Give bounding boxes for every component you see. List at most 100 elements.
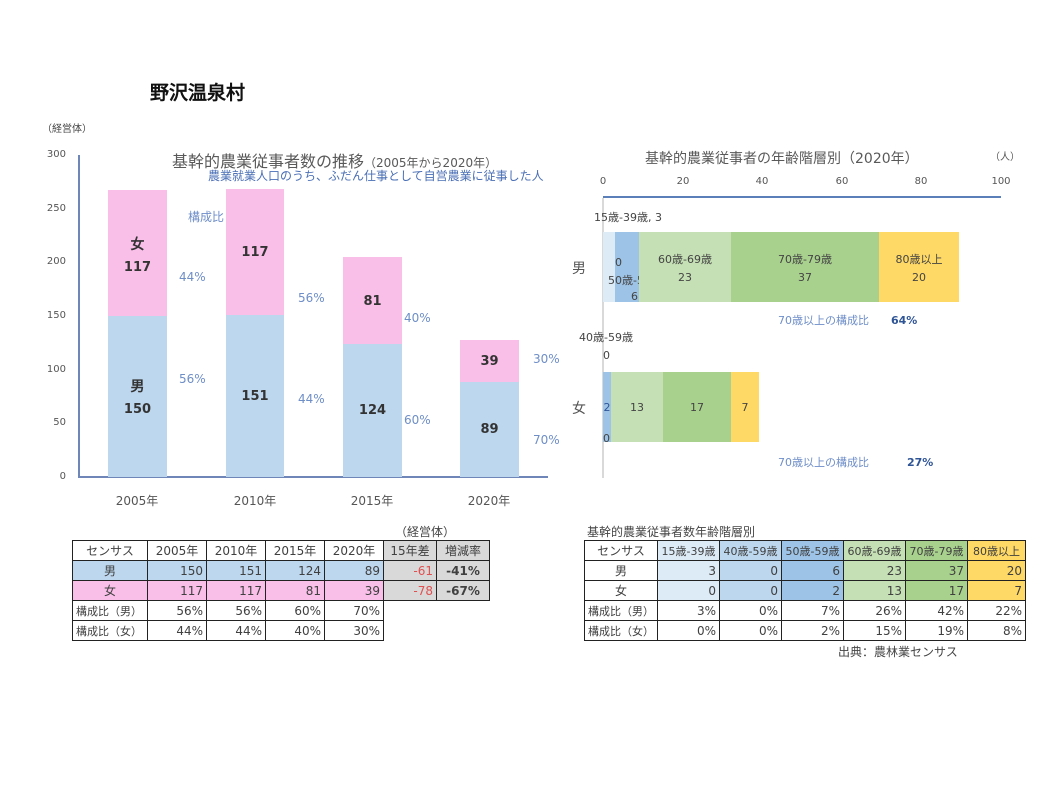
empty-cell [384, 601, 437, 621]
y-tick: 300 [46, 149, 66, 160]
diff-cell: -61 [383, 560, 437, 581]
y-axis-line [78, 155, 80, 478]
male-70plus-note: 70歳以上の構成比 64% [778, 312, 917, 328]
cell: 8% [967, 620, 1026, 641]
cell: 44% [206, 620, 266, 641]
table-header-row: センサス 15歳-39歳 40歳-59歳 50歳-59歳 60歳-69歳 70歳… [584, 540, 1026, 561]
ratio-label: 構成比 [188, 210, 225, 224]
segment-value: 0 [615, 256, 622, 269]
segment-50-59: 0 50歳-59歳 6 [608, 232, 662, 303]
x-axis-line [78, 476, 548, 478]
y-tick: 250 [46, 203, 66, 214]
header-cell: 2010年 [206, 540, 266, 561]
bar-segment-male: 男 150 [108, 316, 167, 477]
cell: 150 [147, 560, 207, 581]
segment-label: 60歳-69歳 [658, 252, 712, 266]
bar-segment-male: 89 [460, 382, 519, 477]
right-chart-title: 基幹的農業従事者の年齢階層別（2020年） [645, 151, 919, 167]
cell: 22% [967, 600, 1026, 621]
segment-value: 2 [603, 400, 611, 414]
x-axis-line [603, 196, 1001, 198]
row-label-female: 女 [572, 401, 586, 417]
row-label: 構成比（女） [72, 620, 148, 641]
table-census-by-sex: センサス 2005年 2010年 2015年 2020年 15年差 増減率 男 … [72, 540, 490, 641]
bar-value: 151 [241, 389, 269, 404]
note-value: 64% [891, 314, 918, 327]
header-cell: 2005年 [147, 540, 207, 561]
cell: 0% [657, 620, 720, 641]
bar-segment-female: 39 [460, 340, 519, 382]
rate-cell: -41% [436, 560, 490, 581]
cell: 151 [206, 560, 266, 581]
x-tick: 100 [991, 176, 1011, 187]
pct-label: 44% [298, 392, 325, 406]
y-axis-unit: （経営体） [42, 124, 92, 135]
page-title: 野沢温泉村 [150, 82, 246, 104]
left-chart-title: 基幹的農業従事者数の推移（2005年から2020年） [172, 148, 497, 172]
x-tick: 80 [914, 176, 928, 187]
female-tag: 女 [130, 237, 145, 253]
cell: 89 [324, 560, 384, 581]
bar-2005: 女 117 男 150 [108, 190, 167, 477]
cell: 17 [905, 580, 968, 601]
bar-segment-female: 117 [226, 189, 284, 315]
annot-15-39: 15歳-39歳, 3 [594, 211, 662, 224]
table-row-ratio-male: 構成比（男） 56% 56% 60% 70% [72, 600, 490, 621]
bar-segment-male: 124 [343, 344, 402, 477]
male-tag: 男 [130, 379, 145, 395]
cell: 0 [719, 560, 782, 581]
cell: 40% [265, 620, 325, 641]
bar-value: 39 [480, 354, 499, 369]
bar-value: 81 [363, 294, 382, 309]
row-label: 構成比（男） [584, 600, 658, 621]
segment-label: 80歳以上 [895, 252, 943, 266]
cell: 30% [324, 620, 384, 641]
pct-label: 70% [533, 433, 560, 447]
rate-cell: -67% [436, 580, 490, 601]
bar-segment-female: 女 117 [108, 190, 167, 316]
segment-80-plus: 7 [731, 372, 759, 442]
header-cell: 40歳-59歳 [719, 540, 782, 561]
segment-70-79: 70歳-79歳 37 [731, 232, 879, 302]
bar-2015: 81 124 [343, 257, 402, 477]
table-header-row: センサス 2005年 2010年 2015年 2020年 15年差 増減率 [72, 540, 490, 561]
table-row-ratio-female: 構成比（女） 44% 44% 40% 30% [72, 620, 490, 641]
bar-segment-female: 81 [343, 257, 402, 344]
diff-cell: -78 [383, 580, 437, 601]
cell: 44% [147, 620, 207, 641]
cell: 39 [324, 580, 384, 601]
row-label: 女 [584, 580, 658, 601]
table1-unit: （経営体） [395, 525, 456, 539]
y-axis-line [602, 198, 604, 478]
cell: 13 [843, 580, 906, 601]
table-row-ratio-female: 構成比（女） 0% 0% 2% 15% 19% 8% [584, 620, 1026, 641]
table-row-male: 男 3 0 6 23 37 20 [584, 560, 1026, 581]
header-cell: センサス [72, 540, 148, 561]
row-label: 構成比（男） [72, 600, 148, 621]
annot-40-59-value: 0 [603, 349, 610, 362]
header-cell: センサス [584, 540, 658, 561]
bar-female: 2 13 17 7 [603, 372, 759, 442]
empty-cell [384, 621, 437, 641]
bar-2020: 39 89 [460, 340, 519, 477]
segment-value: 20 [912, 270, 926, 284]
header-cell: 70歳-79歳 [905, 540, 968, 561]
table-row-male: 男 150 151 124 89 -61 -41% [72, 560, 490, 581]
x-tick: 40 [755, 176, 769, 187]
cell: 0 [657, 580, 720, 601]
title-main: 基幹的農業従事者数の推移 [172, 152, 365, 171]
cell: 81 [265, 580, 325, 601]
segment-value: 23 [678, 270, 692, 284]
header-cell: 15歳-39歳 [657, 540, 720, 561]
header-cell: 増減率 [436, 540, 490, 561]
header-cell: 2020年 [324, 540, 384, 561]
y-tick: 50 [53, 417, 66, 428]
y-tick: 150 [46, 310, 66, 321]
table2-caption: 基幹的農業従事者数年齢階層別 [587, 525, 756, 539]
pct-label: 56% [179, 372, 206, 386]
bar-value: 124 [358, 403, 387, 418]
y-tick: 0 [59, 471, 66, 482]
row-label: 構成比（女） [584, 620, 658, 641]
cell: 117 [206, 580, 266, 601]
header-cell: 60歳-69歳 [843, 540, 906, 561]
